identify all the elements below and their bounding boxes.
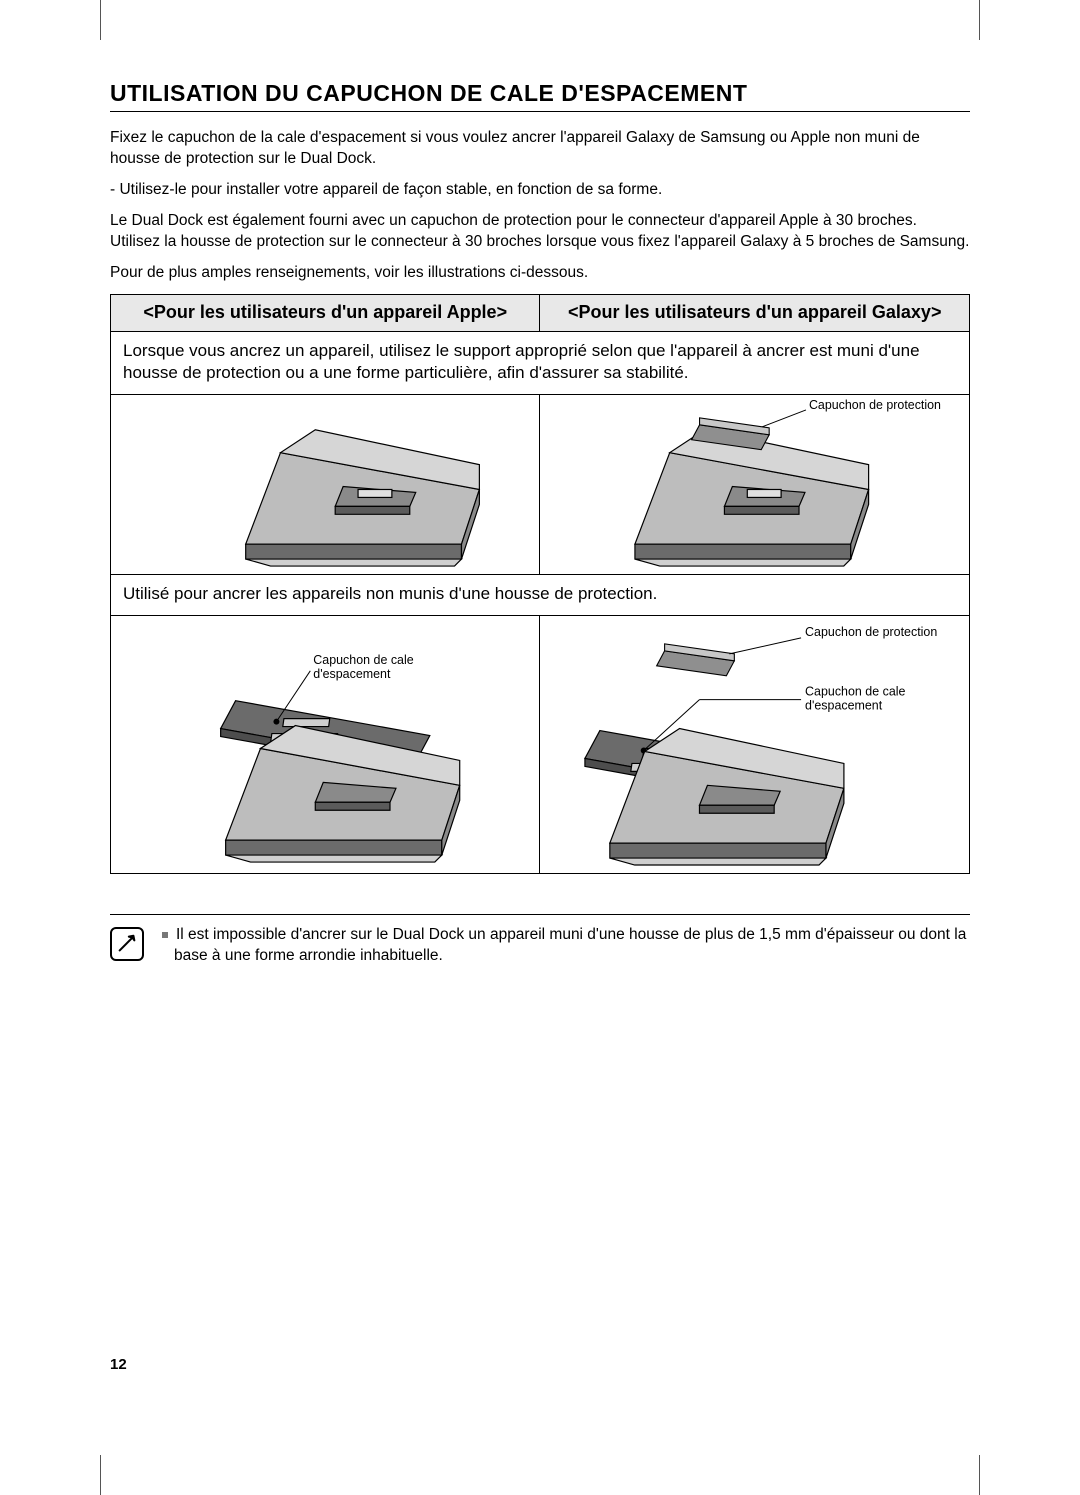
callout-protection-cap-2: Capuchon de protection [806,626,955,640]
paragraph-1: Fixez le capuchon de la cale d'espacemen… [110,128,970,170]
table-header-apple: <Pour les utilisateurs d'un appareil App… [111,294,540,332]
illustration-apple-spacer: Capuchon de cale d'espacement [111,616,540,874]
section-title: UTILISATION DU CAPUCHON DE CALE D'ESPACE… [110,80,970,112]
crop-mark [979,0,980,40]
table-instruction-1: Lorsque vous ancrez un appareil, utilise… [111,332,970,395]
callout-spacer-cap-2: Capuchon de cale d'espacement [806,686,960,713]
callout-protection-cap: Capuchon de protection [809,399,948,413]
bullet-icon [162,932,168,938]
note-text: Il est impossible d'ancrer sur le Dual D… [162,925,970,967]
page-content: UTILISATION DU CAPUCHON DE CALE D'ESPACE… [110,80,970,967]
paragraph-4: Pour de plus amples renseignements, voir… [110,263,970,284]
illustration-galaxy-spacer: Capuchon de protection Capuchon de cale … [540,616,970,874]
crop-mark [979,1455,980,1495]
paragraph-2: - Utilisez-le pour installer votre appar… [110,180,970,201]
paragraph-3: Le Dual Dock est également fourni avec u… [110,211,970,253]
table-instruction-2: Utilisé pour ancrer les appareils non mu… [111,575,970,616]
note-block: Il est impossible d'ancrer sur le Dual D… [110,914,970,967]
crop-mark [100,1455,101,1495]
device-comparison-table: <Pour les utilisateurs d'un appareil App… [110,294,970,875]
page-number: 12 [110,1356,127,1373]
illustration-galaxy-dock: Capuchon de protection [540,395,970,575]
callout-spacer-cap: Capuchon de cale d'espacement [313,654,462,681]
table-header-galaxy: <Pour les utilisateurs d'un appareil Gal… [540,294,970,332]
crop-mark [100,0,101,40]
note-text-content: Il est impossible d'ancrer sur le Dual D… [174,926,966,964]
illustration-apple-dock [111,395,540,575]
note-icon [110,927,144,961]
